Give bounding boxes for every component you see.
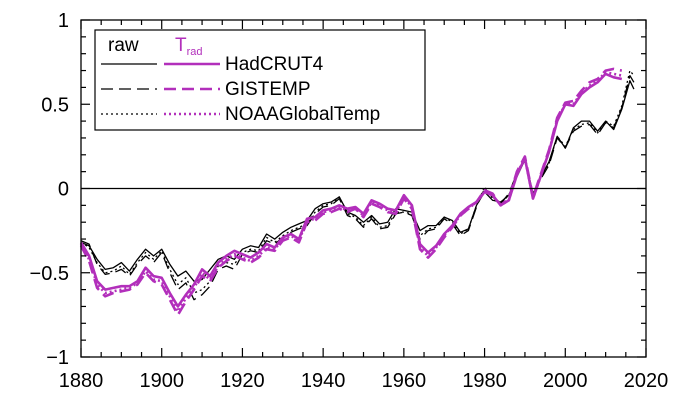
legend-header-raw: raw <box>108 35 139 56</box>
legend-header-trad-sub: rad <box>187 46 203 58</box>
series-line-raw-hadcrut4 <box>80 80 635 282</box>
x-tick-label: 1880 <box>59 370 104 392</box>
y-tick-label: −1 <box>46 347 69 369</box>
y-tick-label: −0.5 <box>30 263 69 285</box>
y-tick-label: 0 <box>58 179 69 201</box>
x-tick-label: 1960 <box>382 370 427 392</box>
legend-header-trad-main: T <box>175 35 187 56</box>
legend-label-hadcrut4: HadCRUT4 <box>225 54 324 75</box>
x-tick-label: 1900 <box>139 370 184 392</box>
series-line-trad-gistemp <box>79 67 623 317</box>
legend-header-trad: Trad <box>175 35 203 58</box>
x-tick-label: 1980 <box>462 370 507 392</box>
series-line-raw-gistemp <box>80 74 635 301</box>
series-line-trad-noaaglobaltemp <box>79 70 623 313</box>
y-tick-label: 1 <box>58 10 69 32</box>
axes-layer: 1880 1900 1920 1940 1960 1980 2000 2020 −1 −0.5 0 0… <box>30 10 669 392</box>
x-tick-label: 2000 <box>543 370 588 392</box>
legend-label-noaaglobaltemp: NOAAGlobalTemp <box>225 104 380 125</box>
series-layer <box>79 67 635 317</box>
x-tick-label: 1920 <box>220 370 265 392</box>
legend: raw Trad HadCRUT4 GISTEMP NOAAGlobalTemp <box>94 29 426 131</box>
legend-label-gistemp: GISTEMP <box>225 79 311 100</box>
legend-box <box>94 29 426 131</box>
x-tick-label: 2020 <box>624 370 669 392</box>
y-tick-label: 0.5 <box>41 94 69 116</box>
x-tick-label: 1940 <box>301 370 346 392</box>
